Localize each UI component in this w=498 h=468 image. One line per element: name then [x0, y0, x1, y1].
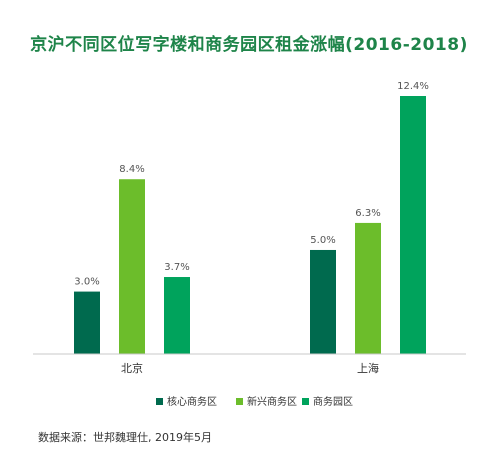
value-label-0-2: 3.7%	[164, 262, 189, 273]
value-label-1-1: 6.3%	[355, 208, 380, 219]
value-label-1-2: 12.4%	[397, 81, 429, 92]
bar-1-1	[355, 222, 381, 354]
bar-0-1	[119, 179, 145, 354]
bar-0-0	[74, 291, 100, 354]
chart-title: 京沪不同区位写字楼和商务园区租金涨幅(2016-2018)	[30, 35, 468, 55]
legend: 核心商务区 新兴商务区 商务园区	[156, 395, 353, 408]
legend-swatch-2	[302, 398, 309, 405]
legend-swatch-0	[156, 398, 163, 405]
legend-label-2: 商务园区	[313, 395, 353, 408]
legend-label-0: 核心商务区	[167, 395, 217, 408]
category-labels-group: 北京 上海	[121, 361, 379, 375]
bar-1-2	[400, 96, 426, 354]
value-label-0-1: 8.4%	[119, 164, 144, 175]
data-source-note: 数据来源：世邦魏理仕, 2019年5月	[38, 431, 212, 444]
bar-1-0	[310, 249, 336, 354]
bars-group	[74, 96, 426, 354]
bar-0-2	[164, 277, 190, 354]
category-label-1: 上海	[357, 361, 379, 375]
value-label-1-0: 5.0%	[310, 235, 335, 246]
category-label-0: 北京	[121, 361, 143, 375]
legend-label-1: 新兴商务区	[247, 395, 297, 408]
value-label-0-0: 3.0%	[74, 277, 99, 288]
legend-swatch-1	[236, 398, 243, 405]
value-labels-group: 3.0% 8.4% 3.7% 5.0% 6.3% 12.4%	[74, 81, 429, 288]
